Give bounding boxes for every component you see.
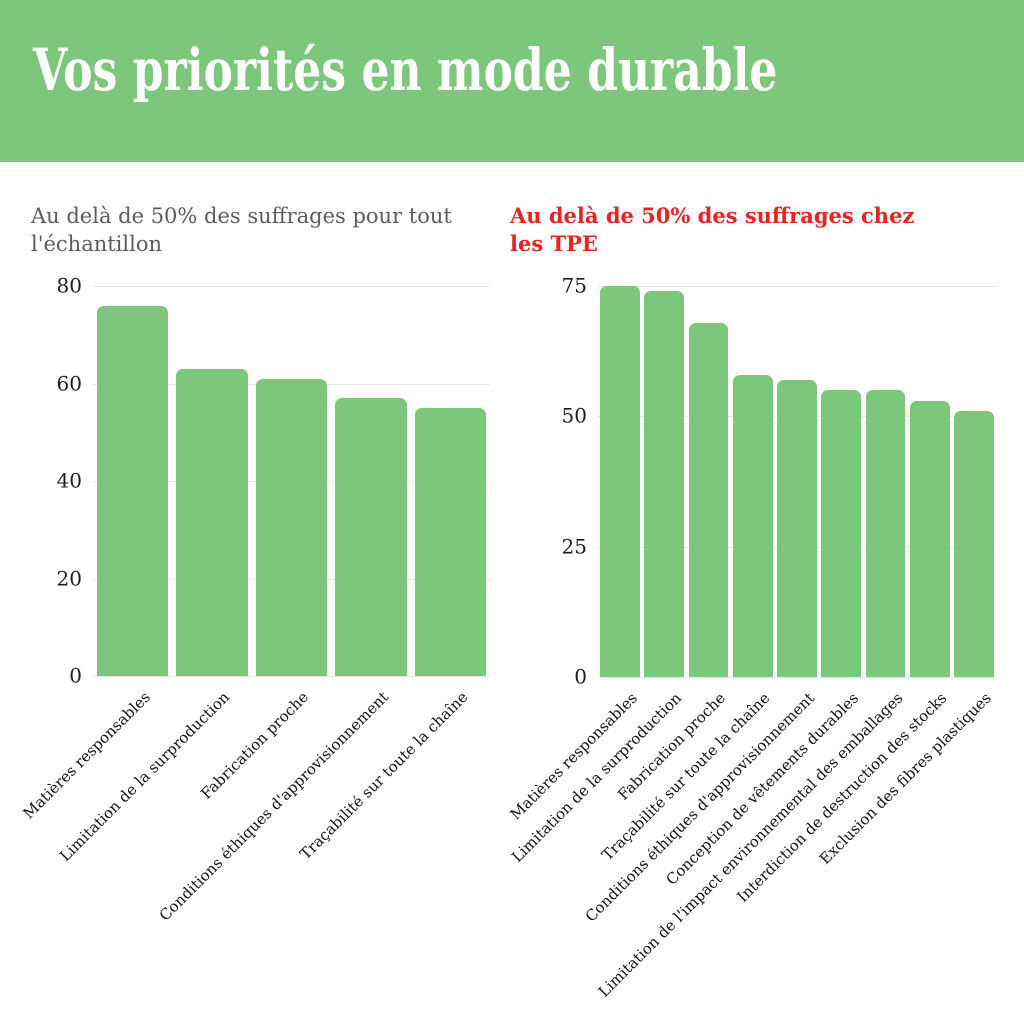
bar-chart-tpe: 0 25 50 75 Matières responsables Limitation d… (506, 274, 996, 1001)
page-title: Vos priorités en mode durable (33, 36, 778, 104)
gridline (598, 677, 996, 678)
y-axis-tick-label: 40 (56, 468, 82, 493)
gridline (93, 676, 490, 677)
x-axis-label: Matières responsables (18, 688, 154, 823)
y-axis-tick-label: 60 (56, 371, 82, 396)
bar (644, 291, 685, 677)
y-axis-tick-label: 75 (561, 273, 587, 298)
y-axis-tick-label: 80 (56, 273, 82, 298)
x-axis-label: Traçabilité sur toute la chaîne (295, 688, 472, 864)
bar (777, 379, 817, 677)
bar (821, 390, 862, 677)
bar (909, 400, 950, 677)
header-banner: Vos priorités en mode durable (0, 0, 1024, 162)
y-axis-tick-label: 25 (561, 534, 587, 559)
bar (97, 305, 169, 676)
chart-title-echantillon: Au delà de 50% des suffrages pour tout l… (31, 204, 452, 257)
y-axis-tick-label: 20 (56, 566, 82, 591)
chart-title-tpe: Au delà de 50% des suffrages chez les TP… (510, 203, 915, 257)
gridline (93, 286, 490, 287)
x-axis-label: Limitation de la surproduction (55, 688, 233, 865)
bar (414, 407, 486, 676)
bar (732, 374, 773, 677)
y-axis-tick-label: 0 (574, 664, 587, 689)
bar (688, 322, 729, 677)
bar-chart-echantillon: 0 20 40 60 80 Matières responsables Limitation… (19, 274, 490, 924)
y-axis-tick-label: 0 (69, 663, 82, 688)
y-axis-tick-label: 50 (561, 403, 587, 428)
bar (954, 411, 994, 677)
bar (865, 390, 906, 677)
bar (255, 378, 328, 676)
bar (600, 286, 640, 677)
bar (176, 368, 248, 676)
gridline (598, 286, 996, 287)
bar (335, 398, 407, 676)
